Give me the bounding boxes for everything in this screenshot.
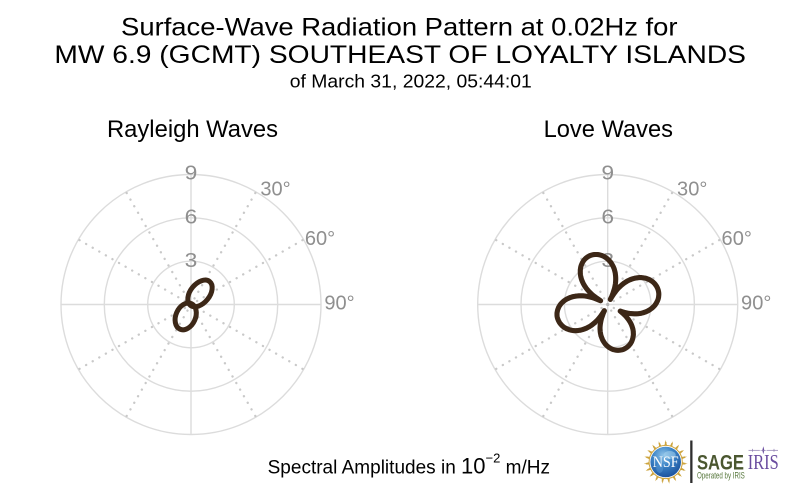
svg-text:30°: 30° <box>677 179 707 201</box>
svg-text:6: 6 <box>185 207 198 229</box>
svg-text:Love Waves: Love Waves <box>544 116 673 143</box>
svg-text:9: 9 <box>601 163 614 185</box>
svg-text:6: 6 <box>601 207 614 229</box>
svg-text:MW 6.9 (GCMT) SOUTHEAST OF LOY: MW 6.9 (GCMT) SOUTHEAST OF LOYALTY ISLAN… <box>54 41 746 69</box>
svg-text:90°: 90° <box>741 293 771 315</box>
svg-text:SAGE: SAGE <box>697 451 744 475</box>
svg-text:NSF: NSF <box>653 454 679 471</box>
svg-text:3: 3 <box>185 250 198 272</box>
svg-text:Operated by IRIS: Operated by IRIS <box>697 470 745 480</box>
svg-text:60°: 60° <box>722 228 752 250</box>
svg-text:Surface-Wave Radiation Pattern: Surface-Wave Radiation Pattern at 0.02Hz… <box>121 14 678 42</box>
svg-text:30°: 30° <box>260 179 290 201</box>
svg-text:90°: 90° <box>324 293 354 315</box>
svg-text:of March 31, 2022, 05:44:01: of March 31, 2022, 05:44:01 <box>290 71 532 91</box>
svg-text:9: 9 <box>185 163 198 185</box>
svg-text:Rayleigh Waves: Rayleigh Waves <box>107 116 278 143</box>
svg-text:60°: 60° <box>305 228 335 250</box>
